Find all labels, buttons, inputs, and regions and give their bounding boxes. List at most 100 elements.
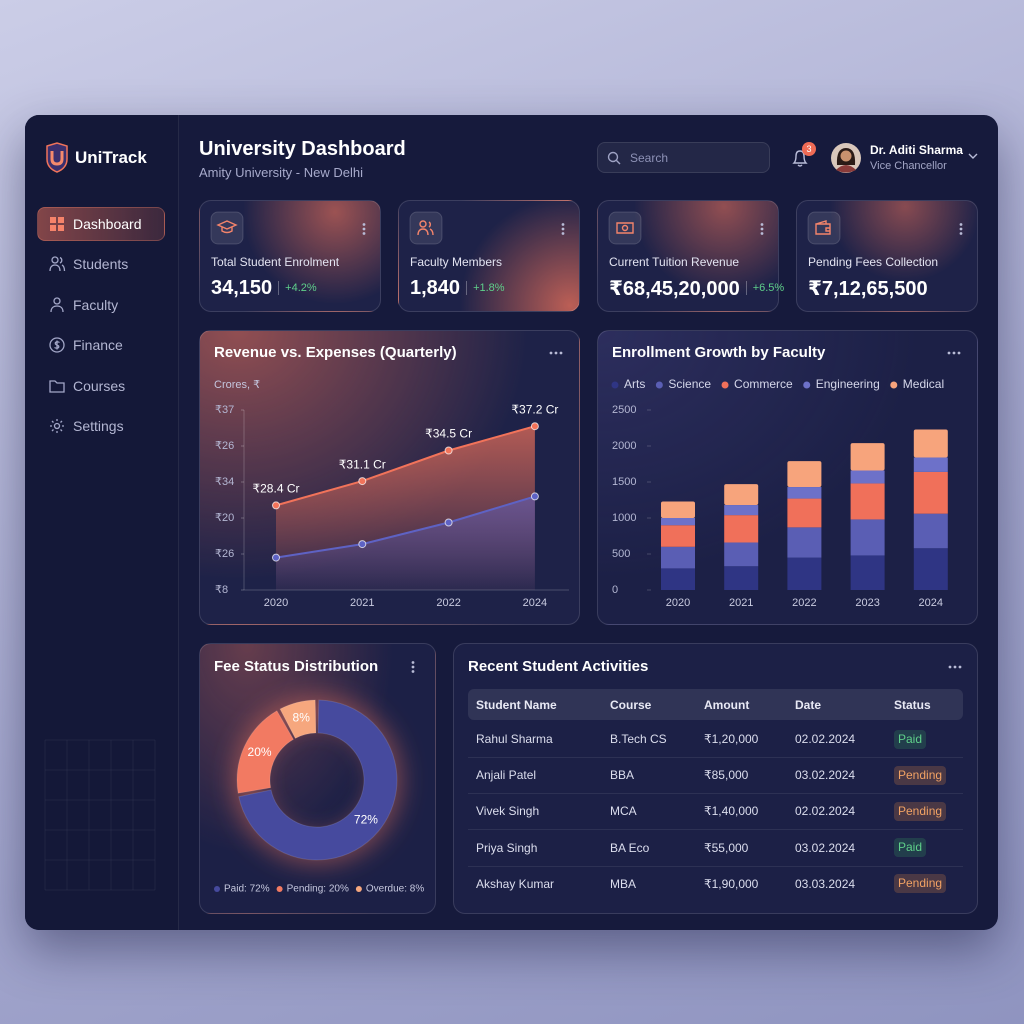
search-box[interactable]	[597, 142, 770, 173]
kpi-change: +6.5%	[752, 282, 785, 294]
nav-item[interactable]: Settings	[73, 418, 124, 434]
kpi-card	[597, 200, 779, 312]
table-cell: ₹1,90,000	[704, 876, 759, 891]
data-point	[444, 518, 453, 527]
nav-item[interactable]: Faculty	[73, 296, 119, 313]
x-tick-label: 2022	[792, 597, 816, 609]
menu-dot	[411, 670, 415, 673]
chart-title: Fee Status Distribution	[214, 658, 378, 675]
menu-dot	[561, 232, 565, 235]
menu-dot	[957, 351, 961, 355]
kpi-icon-shape	[815, 220, 831, 235]
data-point	[272, 553, 280, 562]
brand: UniTrack	[75, 148, 147, 167]
menu-dot	[549, 351, 553, 355]
menu-dot	[554, 351, 558, 355]
table-cell: BA Eco	[610, 840, 650, 855]
search-placeholder: Search	[630, 151, 669, 165]
y-tick-label: ₹20	[215, 512, 234, 524]
row-divider	[468, 757, 963, 758]
status-badge: Paid	[894, 838, 927, 858]
table-title: Recent Student Activities	[468, 658, 649, 675]
y-tick-label: 2000	[612, 440, 636, 452]
menu-dot	[958, 665, 962, 669]
row-divider	[468, 829, 963, 831]
bar-segment	[787, 461, 822, 488]
sidebar	[25, 115, 179, 930]
user-menu-chevron	[968, 153, 978, 159]
chart: Enrollment Growth by Faculty Arts Science C…	[611, 344, 961, 609]
nav-item[interactable]: Dashboard	[73, 216, 142, 232]
table-cell: 03.02.2024	[795, 768, 856, 783]
kpi-value-row: 34,150 +4.2%	[211, 276, 317, 300]
y-tick-label: ₹37	[215, 404, 234, 416]
kpi-divider	[466, 281, 468, 295]
column-header: Amount	[704, 698, 750, 712]
status-badge: Pending	[894, 874, 947, 894]
y-tick-label: 1000	[612, 512, 636, 524]
series-line	[275, 425, 536, 507]
chart-title: Enrollment Growth by Faculty	[612, 344, 826, 361]
table-cell: 03.03.2024	[795, 876, 856, 891]
bar-segment	[724, 566, 759, 590]
y-tick-label: 500	[612, 548, 630, 560]
bar-segment	[787, 557, 822, 590]
bar-segment	[850, 470, 885, 484]
data-label: ₹37.2 Cr	[511, 402, 558, 416]
nav-item[interactable]: Finance	[73, 337, 123, 354]
page-title: University Dashboard	[199, 138, 406, 160]
kpi-icon	[409, 211, 443, 245]
legend-swatch	[214, 886, 220, 892]
bar-segment	[850, 483, 885, 520]
table-cell: ₹85,000	[704, 768, 749, 783]
donut-segment	[238, 699, 398, 861]
bar-segment	[661, 501, 695, 518]
kpi-icon	[608, 211, 642, 245]
kpi-menu	[561, 223, 565, 235]
kpi-icon-box	[210, 211, 244, 245]
bar-segment	[850, 519, 885, 556]
kpi-icon-box	[807, 211, 841, 245]
nav-item[interactable]: Courses	[73, 377, 126, 394]
search-icon	[607, 151, 621, 165]
series-area	[276, 496, 535, 590]
row-divider	[468, 865, 963, 867]
user-role: Vice Chancellor	[870, 160, 947, 172]
donut-label: 20%	[248, 745, 272, 759]
kpi-change: +1.8%	[473, 282, 505, 294]
bell-shape	[792, 150, 808, 167]
data-label: ₹31.1 Cr	[339, 457, 386, 471]
menu-dot	[362, 232, 366, 235]
user-name: Dr. Aditi Sharma	[870, 143, 963, 157]
column-header: Status	[894, 698, 931, 712]
menu-dot	[760, 232, 764, 235]
legend-swatch	[890, 381, 898, 389]
nav-item[interactable]: Students	[73, 256, 129, 273]
notification-bell[interactable]: 3	[790, 142, 816, 171]
legend-label: Commerce	[734, 377, 793, 391]
bar-segment	[913, 548, 948, 590]
data-label: ₹34.5 Cr	[425, 427, 472, 441]
legend-label: Arts	[624, 377, 645, 391]
legend-swatch	[803, 381, 811, 389]
x-tick-label: 2020	[666, 597, 690, 609]
menu-dot	[760, 223, 764, 226]
legend-label: Engineering	[816, 377, 880, 391]
kpi-icon-box	[608, 211, 642, 245]
status-badge: Paid	[894, 729, 927, 749]
nav-icon-shape	[50, 419, 64, 433]
legend-label: Science	[668, 377, 711, 391]
table-cell: Akshay Kumar	[476, 876, 555, 891]
sidebar-grid-decoration	[44, 739, 156, 891]
menu-dot	[561, 227, 565, 231]
table-cell: MCA	[610, 804, 637, 819]
nav-active-bg	[37, 207, 165, 241]
bar-segment	[913, 429, 948, 458]
kpi-card	[398, 200, 580, 312]
x-tick-label: 2024	[523, 597, 547, 609]
kpi-icon	[210, 211, 244, 245]
nav-icon	[50, 217, 64, 231]
kpi-label: Faculty Members	[410, 255, 503, 269]
x-tick-label: 2024	[919, 597, 943, 609]
